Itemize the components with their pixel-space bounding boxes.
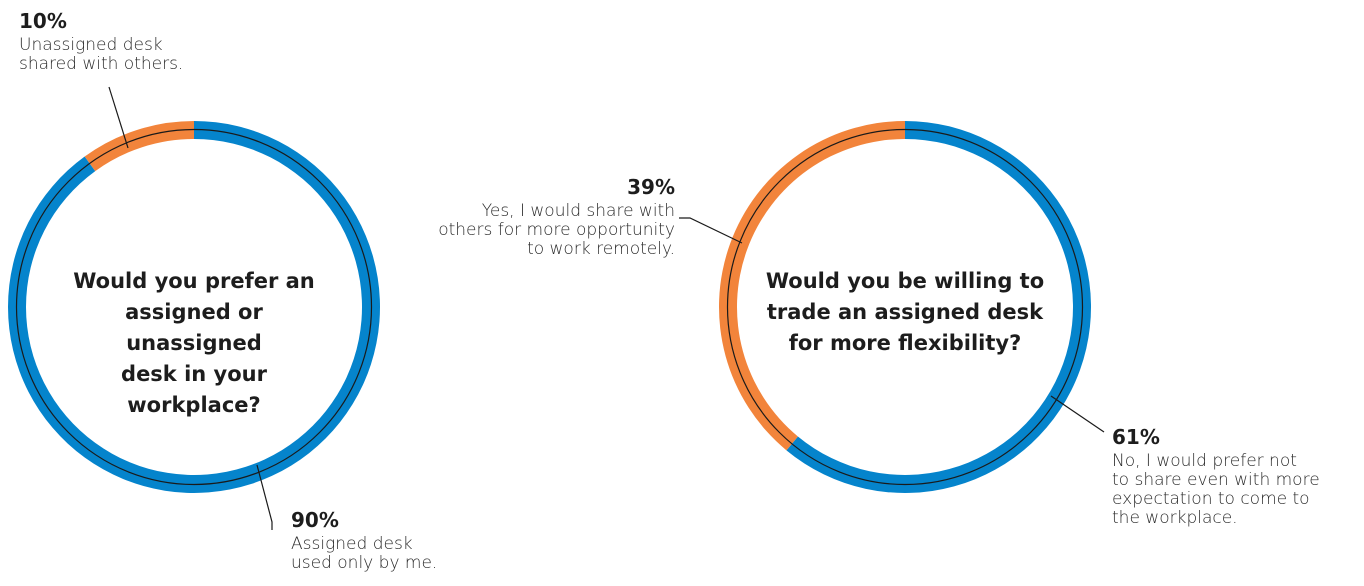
- no-percent: 61%: [1112, 425, 1160, 449]
- leader-line-unassigned: [108, 86, 129, 149]
- donut-center-ring: [726, 128, 1084, 486]
- donut2-question: Would you be willing to trade an assigne…: [765, 269, 1045, 355]
- donut-slice-yes: [719, 121, 905, 451]
- leader-line-assigned: [256, 464, 273, 530]
- yes-description: Yes, I would share with others for more …: [438, 201, 675, 259]
- no-description: No, I would prefer not to share even wit…: [1112, 451, 1320, 528]
- donut-chart-trade-flexibility: [719, 121, 1091, 493]
- assigned-percent: 90%: [291, 508, 339, 532]
- donut-chart-assigned-desk: [8, 121, 381, 493]
- assigned-description: Assigned desk used only by me.: [291, 534, 438, 573]
- leader-line-no: [1050, 395, 1105, 433]
- leader-line-yes: [679, 217, 743, 244]
- donut1-question: Would you prefer an assigned or unassign…: [73, 269, 315, 417]
- donut-slice-unassigned: [84, 121, 194, 172]
- donut-center-ring: [15, 128, 373, 486]
- yes-percent: 39%: [627, 175, 675, 199]
- unassigned-percent: 10%: [19, 9, 67, 33]
- unassigned-description: Unassigned desk shared with others.: [19, 35, 184, 74]
- donut-slice-no: [786, 121, 1091, 493]
